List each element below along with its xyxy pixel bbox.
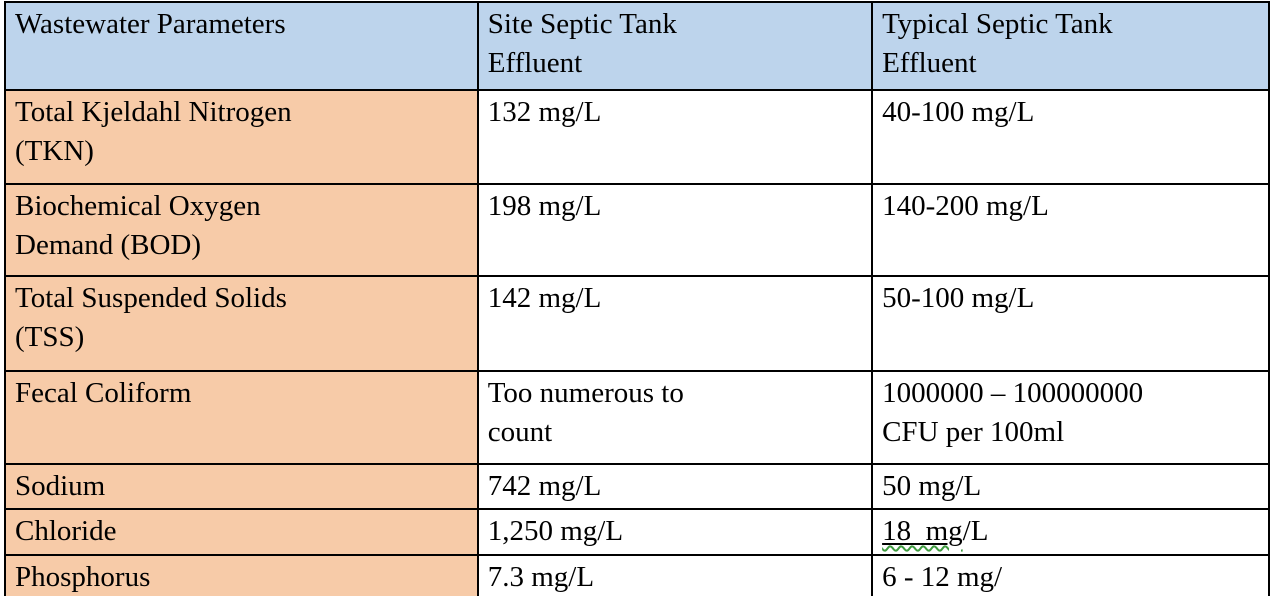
cell-tss-site-value: 142 mg/L <box>476 275 874 372</box>
header-row: Wastewater Parameters Site Septic Tank E… <box>4 1 1270 91</box>
underlined-text: 18 mg <box>882 515 963 547</box>
cell-fecal-coliform-parameter: Fecal Coliform <box>4 370 479 465</box>
cell-fecal-coliform-typical-value: 1000000 – 100000000 CFU per 100ml <box>871 370 1270 465</box>
cell-phosphorus-site-value: 7.3 mg/L <box>476 554 874 596</box>
cell-sodium-site-value: 742 mg/L <box>476 463 874 510</box>
cell-bod-typical-value: 140-200 mg/L <box>871 183 1270 277</box>
table-row-bod: Biochemical Oxygen Demand (BOD) 198 mg/L… <box>4 183 1270 277</box>
cell-tss-typical-value: 50-100 mg/L <box>871 275 1270 372</box>
table-row-chloride: Chloride 1,250 mg/L 18 mg/L <box>4 508 1270 556</box>
wastewater-parameters-table: Wastewater Parameters Site Septic Tank E… <box>4 1 1270 596</box>
table-row-tkn: Total Kjeldahl Nitrogen (TKN) 132 mg/L 4… <box>4 89 1270 185</box>
cell-chloride-site-value: 1,250 mg/L <box>476 508 874 556</box>
cell-tkn-parameter: Total Kjeldahl Nitrogen (TKN) <box>4 89 479 185</box>
column-header-typical-septic-tank-effluent: Typical Septic Tank Effluent <box>871 1 1270 91</box>
column-header-wastewater-parameters: Wastewater Parameters <box>4 1 479 91</box>
table-row-fecal-coliform: Fecal Coliform Too numerous to count 100… <box>4 370 1270 465</box>
table-row-phosphorus: Phosphorus 7.3 mg/L 6 - 12 mg/ <box>4 554 1270 596</box>
cell-phosphorus-typical-value: 6 - 12 mg/ <box>871 554 1270 596</box>
cell-bod-parameter: Biochemical Oxygen Demand (BOD) <box>4 183 479 277</box>
cell-chloride-typical-value: 18 mg/L <box>871 508 1270 556</box>
spellcheck-wavy-underline: 18 mg <box>882 515 963 547</box>
cell-chloride-parameter: Chloride <box>4 508 479 556</box>
cell-chloride-typical-suffix: /L <box>962 515 989 547</box>
cell-tkn-typical-value: 40-100 mg/L <box>871 89 1270 185</box>
table-row-sodium: Sodium 742 mg/L 50 mg/L <box>4 463 1270 510</box>
cell-fecal-coliform-site-value: Too numerous to count <box>476 370 874 465</box>
cell-phosphorus-parameter: Phosphorus <box>4 554 479 596</box>
cell-tss-parameter: Total Suspended Solids (TSS) <box>4 275 479 372</box>
table-row-tss: Total Suspended Solids (TSS) 142 mg/L 50… <box>4 275 1270 372</box>
cell-tkn-site-value: 132 mg/L <box>476 89 874 185</box>
cell-sodium-parameter: Sodium <box>4 463 479 510</box>
column-header-site-septic-tank-effluent: Site Septic Tank Effluent <box>476 1 874 91</box>
cell-sodium-typical-value: 50 mg/L <box>871 463 1270 510</box>
cell-bod-site-value: 198 mg/L <box>476 183 874 277</box>
